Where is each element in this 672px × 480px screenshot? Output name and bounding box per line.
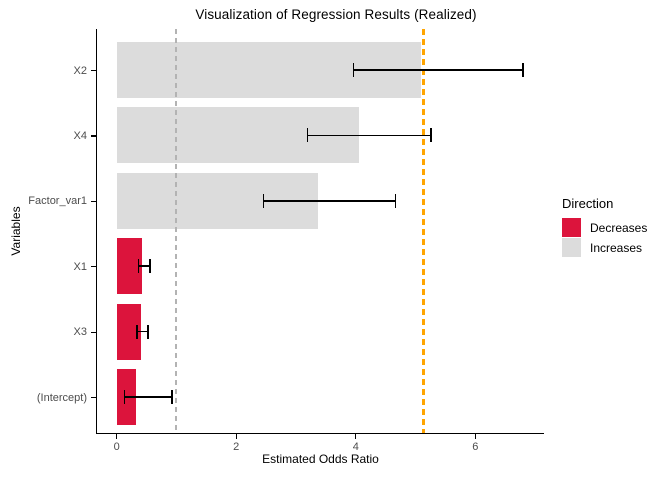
legend-title: Direction bbox=[562, 196, 614, 211]
error-bar-X3 bbox=[136, 330, 149, 333]
y-tick-label-(Intercept): (Intercept) bbox=[36, 391, 87, 404]
x-tick-2 bbox=[235, 434, 237, 440]
error-bar-X2 bbox=[352, 69, 524, 71]
y-tick-(Intercept) bbox=[90, 397, 96, 399]
y-tick-X2 bbox=[90, 70, 96, 72]
legend-key-increases bbox=[562, 238, 581, 257]
realized-value-line bbox=[421, 29, 425, 433]
error-bar-cap-high-X3 bbox=[147, 324, 149, 339]
x-tick-6 bbox=[474, 434, 476, 440]
chart-title: Visualization of Regression Results (Rea… bbox=[195, 7, 477, 22]
error-bar-cap-low-(Intercept) bbox=[123, 390, 126, 404]
y-tick-Factor_var1 bbox=[90, 200, 96, 203]
null-odds-reference-line bbox=[175, 29, 178, 433]
y-tick-label-X4: X4 bbox=[73, 129, 87, 142]
x-tick-4 bbox=[355, 434, 357, 440]
legend-item-increases: Increases bbox=[562, 238, 647, 257]
y-axis-line bbox=[95, 29, 97, 435]
error-bar-cap-low-X4 bbox=[306, 128, 309, 143]
y-tick-label-X1: X1 bbox=[73, 260, 87, 273]
y-tick-X3 bbox=[90, 331, 96, 333]
error-bar-cap-high-X1 bbox=[149, 259, 151, 274]
legend-items: Decreases Increases bbox=[562, 218, 647, 257]
error-bar-cap-low-X1 bbox=[137, 259, 140, 274]
error-bar-X1 bbox=[137, 265, 151, 267]
error-bar-cap-high-(Intercept) bbox=[171, 390, 173, 404]
error-bar-Factor_var1 bbox=[262, 200, 397, 202]
y-tick-label-Factor_var1: Factor_var1 bbox=[28, 195, 87, 208]
legend-item-decreases: Decreases bbox=[562, 218, 647, 237]
y-tick-X4 bbox=[90, 135, 96, 137]
legend-label-increases: Increases bbox=[590, 240, 643, 255]
x-axis-line bbox=[95, 433, 544, 435]
x-tick-label-4: 4 bbox=[352, 441, 359, 453]
x-tick-label-6: 6 bbox=[472, 441, 479, 453]
error-bar-(Intercept) bbox=[123, 396, 173, 398]
legend-label-decreases: Decreases bbox=[590, 220, 648, 235]
error-bar-cap-low-X3 bbox=[136, 324, 138, 339]
error-bar-cap-high-X4 bbox=[430, 128, 432, 143]
y-tick-label-X2: X2 bbox=[73, 64, 87, 77]
error-bar-X4 bbox=[306, 134, 432, 137]
error-bar-cap-low-X2 bbox=[352, 63, 355, 77]
x-tick-label-2: 2 bbox=[233, 441, 240, 453]
x-axis-title: Estimated Odds Ratio bbox=[262, 452, 379, 466]
x-tick-0 bbox=[116, 434, 118, 440]
x-tick-label-0: 0 bbox=[113, 441, 120, 453]
y-tick-X1 bbox=[90, 266, 96, 268]
error-bar-cap-low-Factor_var1 bbox=[262, 193, 265, 208]
error-bar-cap-high-X2 bbox=[522, 63, 524, 77]
legend-key-decreases bbox=[562, 218, 581, 237]
legend: Direction Decreases Increases bbox=[562, 196, 647, 258]
y-tick-label-X3: X3 bbox=[73, 326, 87, 339]
error-bar-cap-high-Factor_var1 bbox=[394, 193, 397, 208]
